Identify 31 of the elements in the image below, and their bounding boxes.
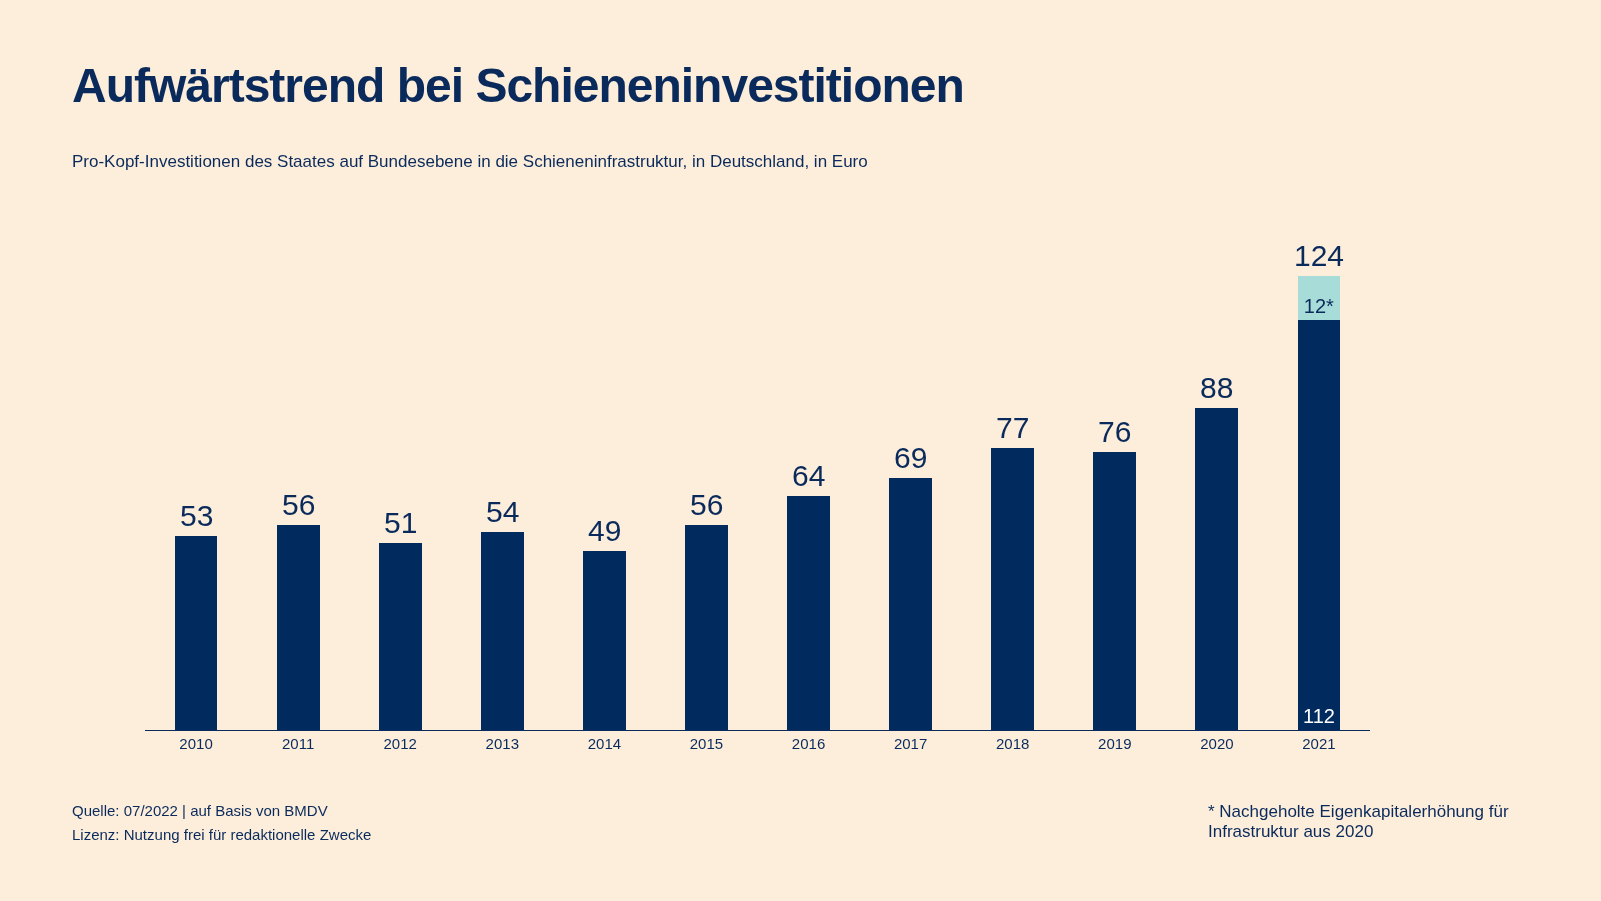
x-tick-label: 2020 [1200,735,1234,752]
x-tick-label: 2017 [893,735,928,752]
total-label: 76 [1098,415,1132,448]
total-label: 53 [180,499,214,532]
total-label: 88 [1200,371,1234,404]
x-tick-label: 2016 [791,735,826,752]
text: Lizenz: Nutzung frei für redaktionelle Zwecke [72,826,372,843]
total-label: 54 [486,495,520,528]
data-label: 112 [1303,705,1335,727]
total-label: 51 [384,506,418,539]
x-tick-label: 2010 [179,735,213,752]
x-tick-label: 2015 [689,735,724,752]
source-note: Quelle: 07/2022 | auf Basis von BMDV [72,802,328,819]
x-tick-label: 2018 [996,735,1030,752]
x-tick-label: 2013 [485,735,519,752]
x-tick-label: 2012 [383,735,417,752]
total-label: 56 [690,488,724,521]
chart-subtitle: Pro-Kopf-Investitionen des Staates auf Bundesebene in die Schieneninfrastruktur, in Deutschland, in Euro [72,152,868,172]
x-tick-label: 2014 [587,735,622,752]
total-label: 49 [588,514,622,547]
total-label: 64 [792,459,826,492]
total-label: 124 [1294,239,1345,272]
chart-title: Aufwärtstrend bei Schieneninvestitionen [72,58,964,113]
total-label: 77 [996,411,1030,444]
total-label: 69 [894,441,928,474]
x-tick-label: 2019 [1098,735,1132,752]
text: * Nachgeholte Eigenkapitalerhöhung für Infrastruktur aus 2020 [1208,802,1510,842]
x-tick-label: 2011 [282,735,315,752]
total-label: 56 [282,488,316,521]
data-label: 12* [1303,295,1335,318]
x-tick-label: 2021 [1302,735,1336,752]
